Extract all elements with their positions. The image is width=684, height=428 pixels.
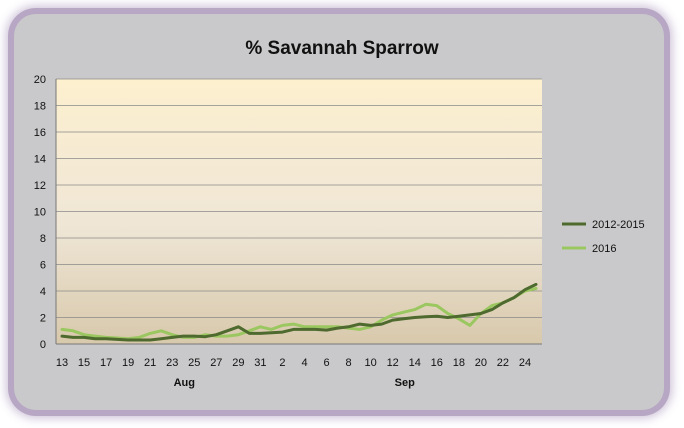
y-axis: 0 2 4 6 8 10 12 14 16 18 20 [34,74,57,351]
x-tick-label: 15 [78,357,90,369]
y-tick-label: 14 [34,154,46,166]
x-tick-label: 13 [56,357,68,369]
x-tick-label: 14 [409,357,421,369]
x-tick-label: 10 [365,357,377,369]
x-tick-label: 22 [497,357,509,369]
x-tick-label: 25 [188,357,200,369]
gridlines [56,78,542,345]
x-axis: 13 15 17 19 21 23 25 27 29 31 2 4 6 8 10 12 14 16 18 20 22 24… [56,343,542,389]
y-tick-label: 10 [34,207,46,219]
y-tick-label: 20 [34,74,46,86]
x-tick-label: 23 [166,357,178,369]
series-lines [60,282,538,342]
y-tick-label: 8 [40,233,46,245]
y-tick-label: 6 [40,260,46,272]
x-tick-label: 31 [254,357,266,369]
y-tick-label: 0 [40,339,46,351]
y-tick-label: 16 [34,127,46,139]
x-tick-label: 20 [475,357,487,369]
legend: 2012-2015 2016 [562,219,645,255]
series-line-2012-2015 [60,282,538,342]
x-tick-label: 27 [210,357,222,369]
x-tick-label: 4 [301,357,307,369]
y-tick-label: 18 [34,101,46,113]
x-tick-label: 19 [122,357,134,369]
x-tick-label: 21 [144,357,156,369]
x-tick-label: 24 [519,357,531,369]
x-tick-label: 16 [431,357,443,369]
legend-label: 2016 [592,243,616,255]
x-tick-label: 18 [453,357,465,369]
x-tick-label: 8 [346,357,352,369]
month-label: Sep [395,377,415,389]
x-tick-label: 12 [387,357,399,369]
legend-label: 2012-2015 [592,219,645,231]
y-tick-label: 12 [34,180,46,192]
month-label: Aug [174,377,195,389]
x-tick-label: 29 [232,357,244,369]
y-tick-label: 2 [40,313,46,325]
x-tick-label: 2 [279,357,285,369]
x-tick-label: 17 [100,357,112,369]
x-tick-label: 6 [323,357,329,369]
chart-title: % Savannah Sparrow [245,38,439,59]
y-tick-label: 4 [40,286,46,298]
